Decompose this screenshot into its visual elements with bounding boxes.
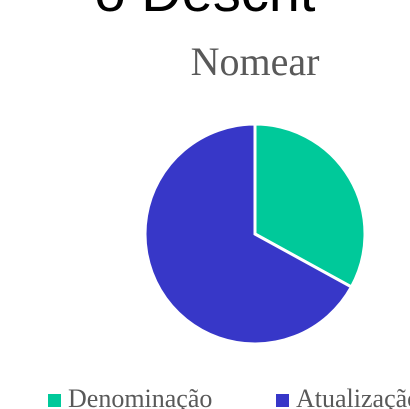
pie-slice <box>143 122 354 346</box>
chart-title: Nomear <box>191 39 320 84</box>
legend-label: Denominação <box>68 384 212 409</box>
legend-label: Atualização <box>296 384 410 409</box>
legend-swatch <box>48 394 61 407</box>
legend-swatch <box>276 394 289 407</box>
pie-slice <box>253 122 367 290</box>
page-heading: o Descrit <box>95 0 316 23</box>
